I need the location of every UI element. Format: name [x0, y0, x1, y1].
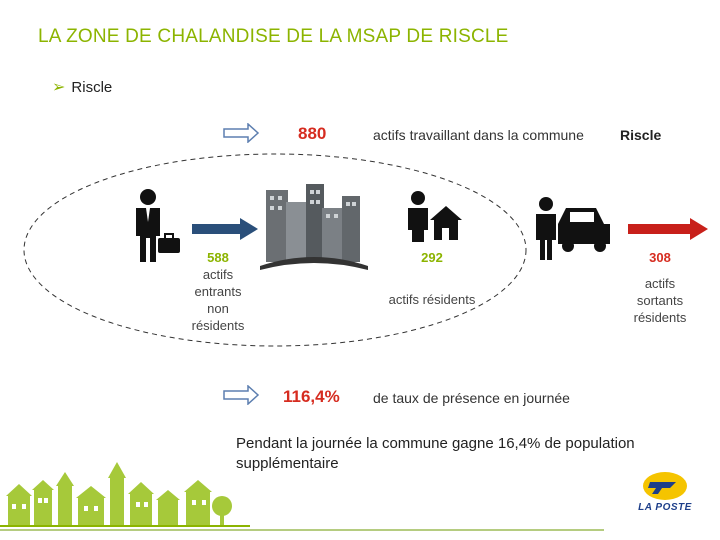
- footer-line: [254, 529, 604, 531]
- residents-value: 292: [421, 250, 443, 265]
- sortants-value: 308: [649, 250, 671, 265]
- entrants-label: actifs entrants non résidents: [176, 266, 260, 334]
- entrants-label-line: non: [207, 301, 229, 316]
- businessman-briefcase-icon: [136, 189, 180, 262]
- zone-ellipse: [23, 153, 527, 347]
- note-text: Pendant la journée la commune gagne 16,4…: [236, 435, 635, 472]
- city-buildings-icon: [260, 184, 368, 270]
- entrants-label-line: actifs: [202, 267, 234, 282]
- entrants-label-line: entrants: [194, 284, 242, 299]
- person-car-icon: [536, 197, 610, 260]
- bottom-stat-value: 116,4%: [283, 387, 340, 406]
- sortants-label-line: résidents: [633, 310, 687, 325]
- worker-house-icon: [408, 191, 462, 242]
- la-poste-logo-icon: [643, 472, 687, 500]
- entrants-label-line: résidents: [191, 318, 245, 333]
- village-skyline-icon: [0, 462, 260, 531]
- bottom-stat-text: de taux de présence en journée: [373, 390, 570, 406]
- bullet-arrow-icon: ➢: [52, 79, 66, 96]
- top-stat-place: Riscle: [620, 127, 662, 143]
- sortants-label: actifs sortants résidents: [618, 275, 702, 326]
- blue-arrow-icon: [192, 218, 258, 240]
- page-title: LA ZONE DE CHALANDISE DE LA MSAP DE RISC…: [38, 26, 509, 47]
- hollow-arrow-icon: [223, 123, 260, 143]
- top-stat-value: 880: [298, 124, 327, 143]
- sortants-label-line: actifs: [644, 276, 676, 291]
- sortants-label-line: sortants: [636, 293, 684, 308]
- bullet-label: Riscle: [71, 79, 113, 96]
- top-stat-text: actifs travaillant dans la commune: [373, 127, 584, 143]
- logo-text: LA POSTE: [638, 502, 692, 513]
- residents-label: actifs résidents: [388, 292, 476, 307]
- bullet-item: ➢ Riscle: [52, 77, 112, 97]
- hollow-arrow-icon: [223, 385, 260, 405]
- red-arrow-icon: [628, 218, 708, 240]
- entrants-value: 588: [207, 250, 229, 265]
